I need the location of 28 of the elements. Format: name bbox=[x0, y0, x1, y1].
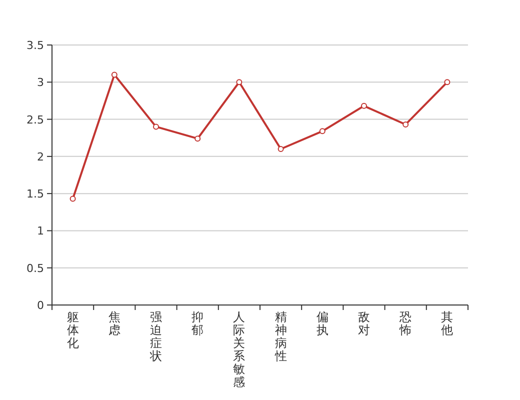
x-tick-label: 躯体化 bbox=[66, 310, 79, 350]
point bbox=[402, 121, 409, 128]
point bbox=[319, 128, 326, 134]
x-tick-label: 其他 bbox=[441, 310, 454, 337]
x-tick-label: 恐怖 bbox=[398, 310, 412, 337]
point bbox=[361, 102, 367, 109]
y-tick-label: 2.5 bbox=[26, 113, 44, 126]
point bbox=[444, 79, 450, 86]
x-tick-label: 抑郁 bbox=[192, 310, 204, 337]
point bbox=[278, 146, 284, 152]
point bbox=[194, 136, 201, 142]
y-tick-label: 1 bbox=[37, 224, 44, 238]
x-tick-label: 敌对 bbox=[358, 310, 370, 337]
y-tick-label: 3 bbox=[37, 76, 44, 90]
x-tick-label: 强迫症状 bbox=[149, 310, 162, 363]
x-tick-label: 偏执 bbox=[316, 310, 328, 337]
x-tick-label: 焦虑 bbox=[108, 310, 120, 337]
y-tick-label: 3.5 bbox=[26, 39, 44, 52]
point bbox=[153, 124, 159, 130]
y-tick-label: 1.5 bbox=[26, 188, 44, 201]
point bbox=[70, 196, 76, 202]
x-tick-label: 精神病性 bbox=[274, 310, 287, 363]
x-tick-label: 人际关系敏感 bbox=[233, 310, 246, 389]
point bbox=[236, 79, 242, 86]
point bbox=[111, 72, 118, 78]
y-tick-label: 2 bbox=[37, 150, 44, 164]
y-tick-label: 0.5 bbox=[26, 262, 44, 275]
y-tick-label: 0 bbox=[37, 299, 44, 312]
